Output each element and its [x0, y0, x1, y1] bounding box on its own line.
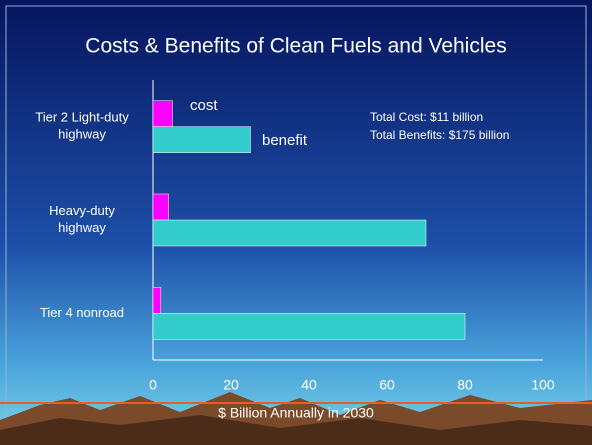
annotation: Total Benefits: $175 billion [370, 128, 509, 142]
bar [152, 126, 251, 153]
annotation: Total Cost: $11 billion [370, 110, 483, 124]
series-label: cost [190, 97, 218, 114]
bar [152, 193, 169, 221]
x-tick-label: 60 [379, 377, 395, 393]
series-label: benefit [262, 132, 308, 149]
mountains-front [0, 415, 592, 445]
x-tick-label: 40 [301, 377, 317, 393]
y-tick-label: Heavy-duty [49, 203, 115, 218]
y-tick-label: highway [58, 220, 106, 235]
y-tick-label: Tier 2 Light-duty [35, 110, 129, 125]
bar [152, 313, 466, 340]
x-tick-label: 20 [223, 377, 239, 393]
x-tick-label: 80 [457, 377, 473, 393]
x-tick-label: 0 [149, 377, 157, 393]
bar [152, 100, 173, 127]
bar [152, 219, 427, 247]
y-tick-label: highway [58, 127, 106, 142]
bar [152, 287, 162, 314]
x-axis-label: $ Billion Annually in 2030 [218, 405, 374, 421]
y-tick-label: Tier 4 nonroad [40, 305, 124, 320]
chart-title: Costs & Benefits of Clean Fuels and Vehi… [85, 35, 506, 58]
x-tick-label: 100 [531, 377, 555, 393]
